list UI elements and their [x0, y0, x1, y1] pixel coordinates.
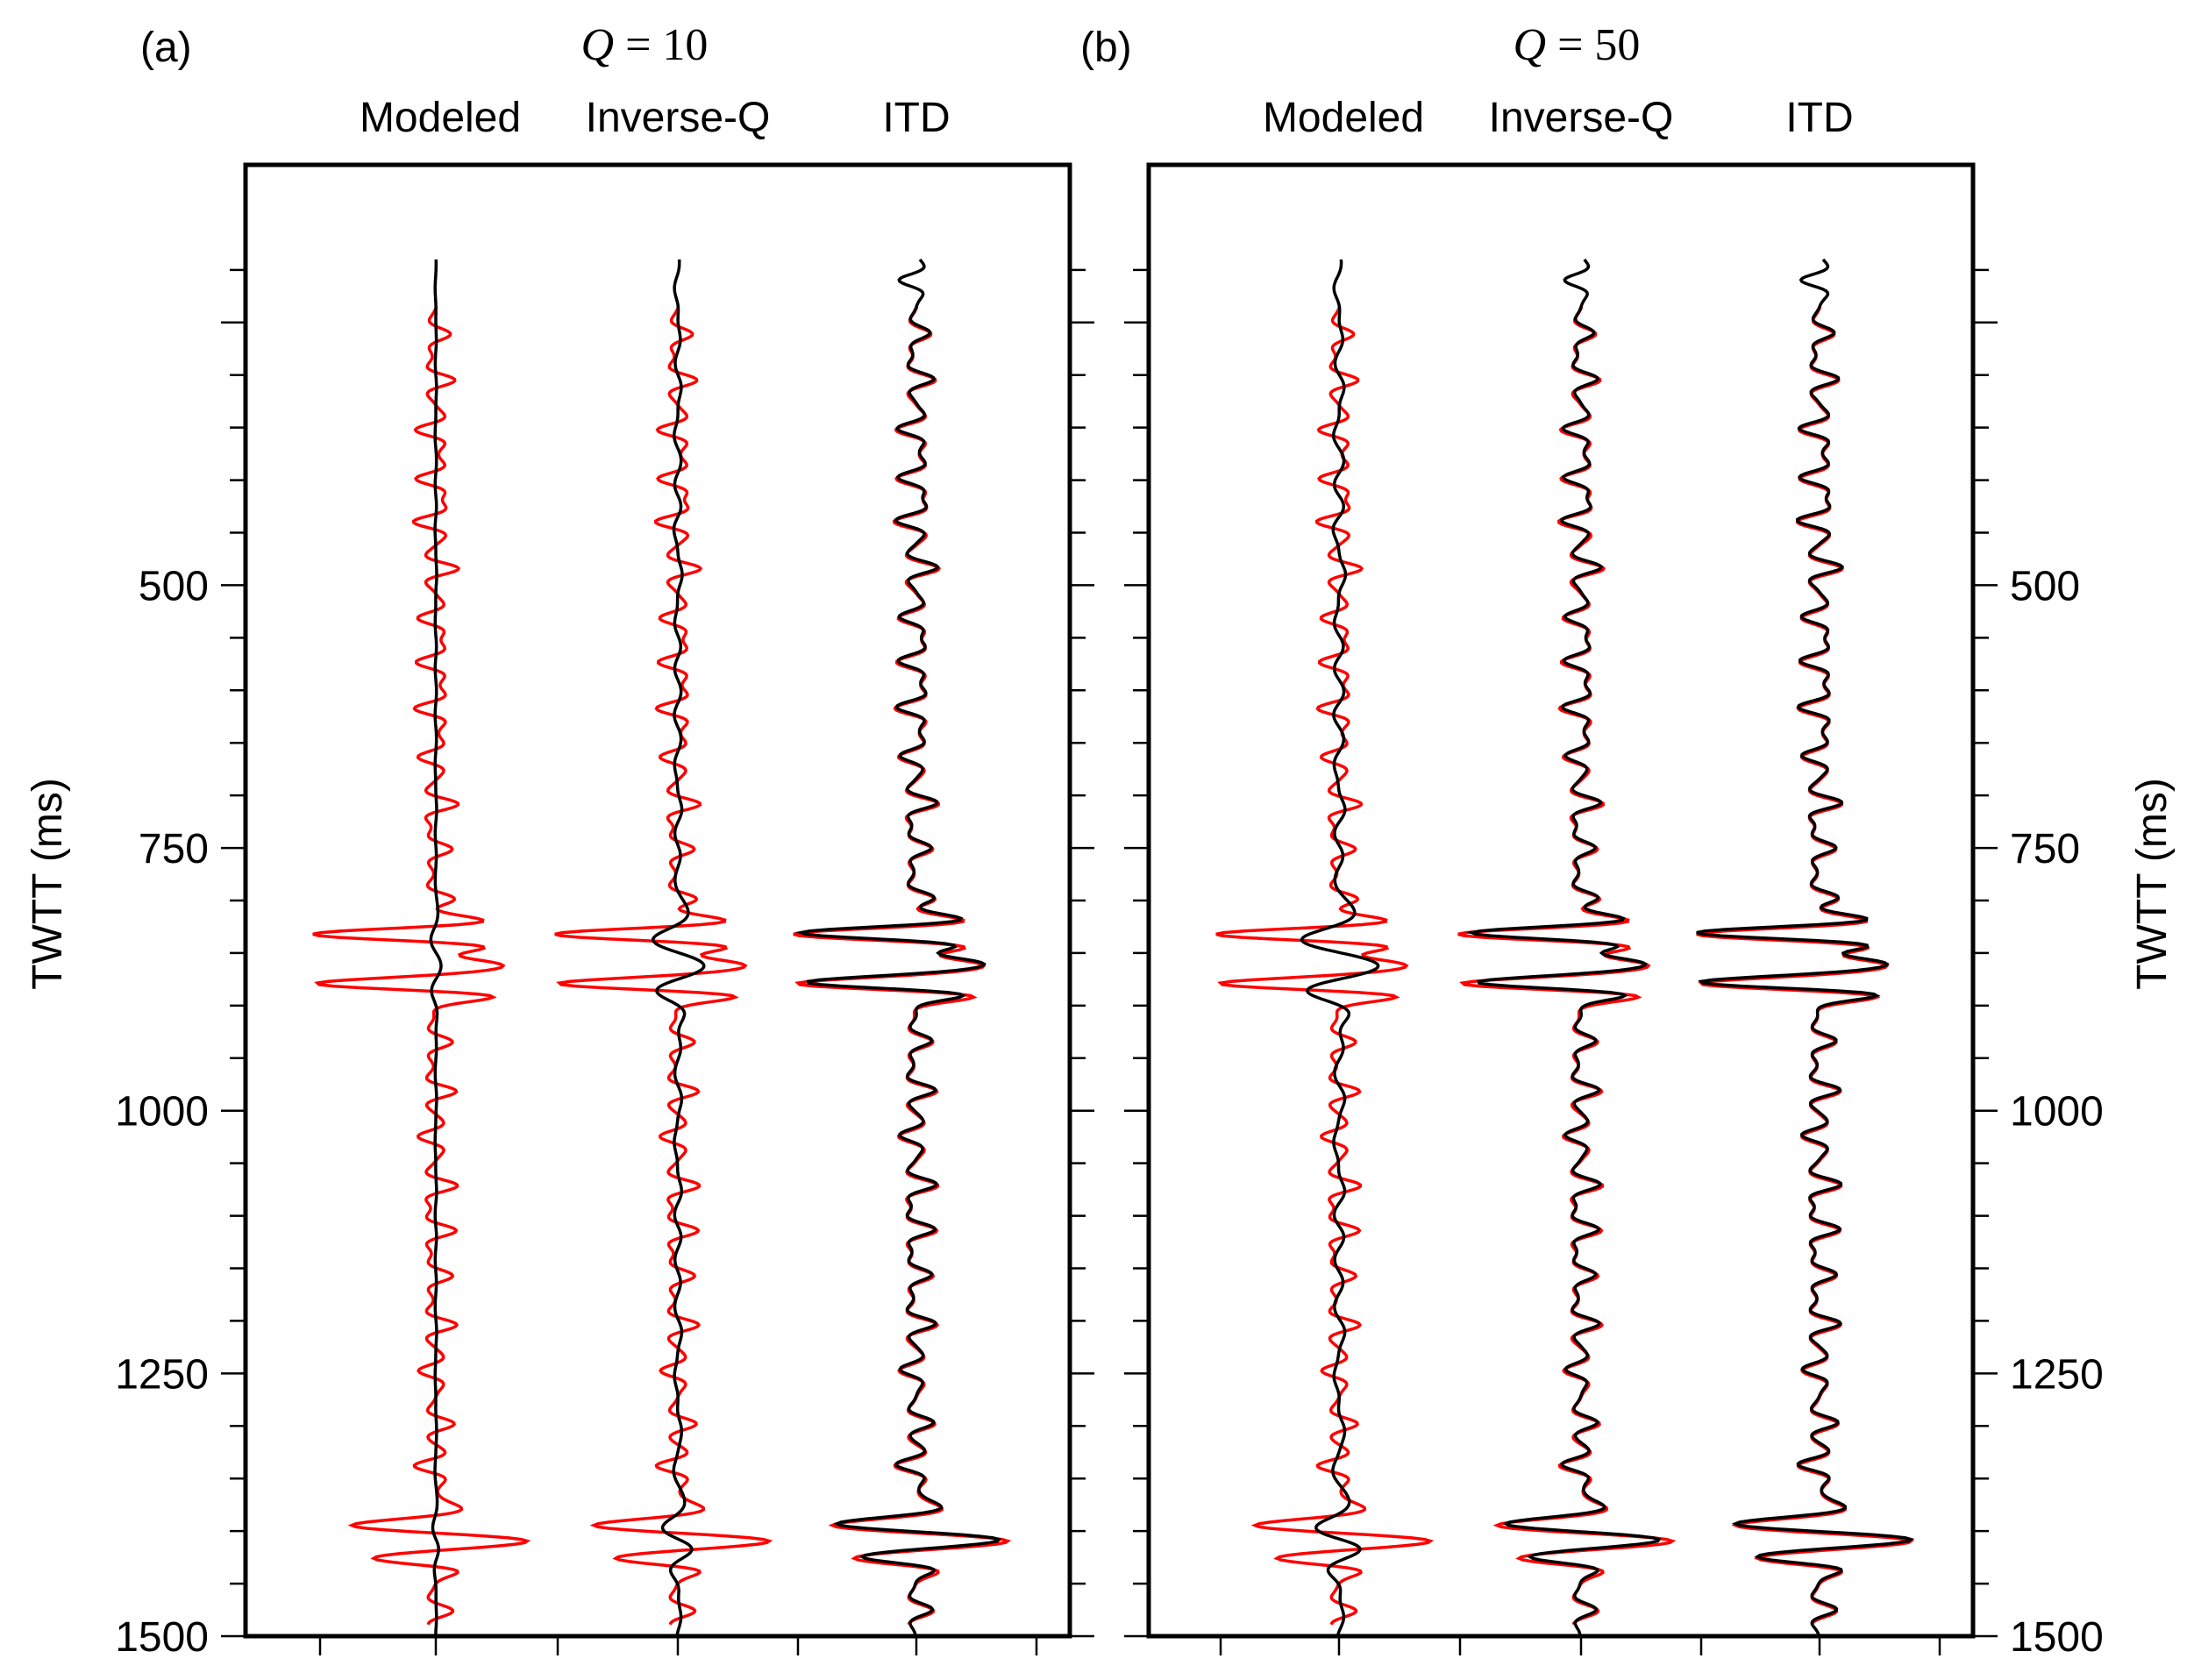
panel-b-trace-label-modeled: Modeled — [1263, 95, 1424, 141]
panel-a-trace-label-inverse-q: Inverse-Q — [586, 95, 771, 141]
y-tick-label: 1000 — [115, 1089, 209, 1135]
panel-a-trace-label-itd: ITD — [882, 95, 950, 141]
panel-b-title: Q = 50 — [1514, 20, 1641, 70]
panel-a-traces — [312, 258, 1012, 1636]
trace-modeled-reference — [1215, 306, 1435, 1626]
panel-b-traces — [1215, 258, 1915, 1636]
trace-itd-result — [794, 258, 1001, 1636]
panel-b-frame — [1146, 162, 1976, 1639]
panel-a-ylabel: TWTT (ms) — [25, 778, 71, 990]
panel-b-trace-label-itd: ITD — [1785, 95, 1853, 141]
panel-a-frame — [243, 162, 1072, 1639]
panel-b-label: (b) — [1080, 25, 1132, 71]
trace-inverse-q-result — [1466, 258, 1662, 1636]
trace-modeled-result — [1300, 259, 1380, 1636]
panel-b-trace-label-inverse-q: Inverse-Q — [1489, 95, 1674, 141]
y-tick-label: 1250 — [115, 1351, 209, 1398]
panel-a-trace-label-modeled: Modeled — [360, 95, 521, 141]
y-tick-label: 500 — [2010, 563, 2080, 609]
trace-itd-reference — [1696, 306, 1915, 1626]
panel-a: (a) Q = 10 Modeled Inverse-Q ITD TWTT (m… — [25, 20, 1094, 1661]
trace-inverse-q-reference — [554, 306, 773, 1626]
y-tick-label: 1250 — [2010, 1351, 2104, 1398]
trace-modeled-reference — [312, 306, 531, 1626]
trace-modeled-result — [429, 259, 443, 1636]
panel-b-axis: 500 750 1000 1250 1500 — [1124, 268, 2104, 1661]
y-tick-label: 1000 — [2010, 1089, 2104, 1135]
panel-a-label: (a) — [140, 25, 192, 71]
y-tick-label: 1500 — [115, 1614, 209, 1661]
panel-a-title: Q = 10 — [581, 20, 709, 70]
y-tick-label: 500 — [139, 563, 209, 609]
trace-itd-result — [1696, 258, 1915, 1636]
panel-b-ylabel: TWTT (ms) — [2129, 778, 2176, 990]
trace-itd-reference — [793, 306, 1012, 1626]
panel-a-axis: 500 750 1000 1250 1500 — [115, 268, 1094, 1661]
y-tick-label: 750 — [139, 826, 209, 872]
y-tick-label: 1500 — [2010, 1614, 2104, 1661]
trace-inverse-q-result — [652, 259, 706, 1636]
y-tick-label: 750 — [2010, 826, 2080, 872]
panel-b: (b) Q = 50 Modeled Inverse-Q ITD TWTT (m… — [1080, 20, 2176, 1661]
